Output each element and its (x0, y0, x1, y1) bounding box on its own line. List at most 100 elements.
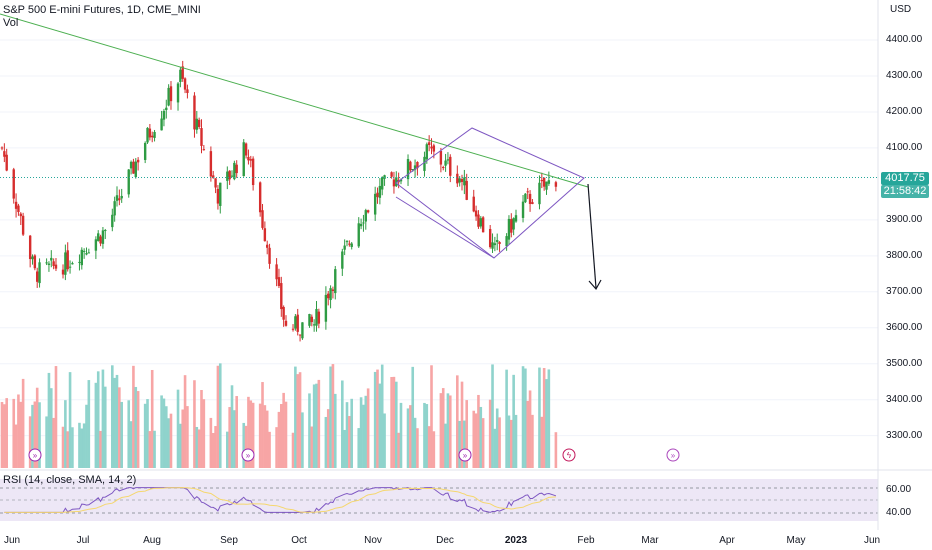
volume-bar (317, 379, 321, 468)
volume-bar (96, 371, 100, 468)
volume-bar (202, 399, 206, 468)
candle-body (317, 311, 321, 324)
svg-text:»: » (33, 451, 38, 460)
price-tick: 4100.00 (886, 141, 923, 153)
candle-body (350, 243, 353, 247)
volume-bar (209, 417, 213, 468)
volume-label: Vol (3, 17, 19, 29)
svg-text:»: » (246, 451, 251, 460)
volume-bar (413, 417, 417, 468)
volume-bar (115, 374, 119, 468)
candle-body (153, 131, 156, 138)
volume-bar (425, 404, 429, 468)
earnings-icon[interactable]: ϟ (562, 448, 576, 465)
candle-body (315, 308, 318, 326)
candle-body (364, 210, 367, 222)
volume-bar (167, 418, 170, 468)
candle-body (200, 128, 203, 146)
candle-body (36, 271, 39, 282)
volume-bar (296, 374, 300, 468)
svg-text:»: » (671, 451, 676, 460)
volume-bar (68, 372, 72, 468)
candle-body (97, 233, 100, 241)
dividends-icon[interactable]: » (28, 448, 42, 465)
volume-bar (195, 426, 199, 468)
volume-bar (479, 406, 483, 468)
candle-body (413, 165, 417, 170)
volume-bar (228, 407, 231, 468)
time-label: Dec (436, 535, 454, 546)
volume-bar (52, 417, 55, 468)
volume-bar (218, 363, 222, 468)
volume-bar (526, 400, 530, 468)
volume-bar (540, 416, 544, 468)
volume-bar (181, 409, 185, 468)
candle-body (94, 239, 98, 251)
volume-bar (87, 380, 91, 468)
future-event-icon[interactable]: » (666, 448, 680, 465)
volume-bar (507, 415, 511, 468)
candle-body (324, 294, 328, 322)
volume-bar (136, 391, 140, 468)
candle-body (310, 316, 314, 323)
volume-bar (329, 366, 332, 468)
candle-body (193, 95, 196, 130)
volume-bar (132, 365, 135, 468)
candle-body (21, 215, 25, 235)
candle-body (472, 196, 475, 212)
candle-body (242, 142, 245, 177)
svg-text:»: » (463, 451, 468, 460)
volume-bar (357, 428, 361, 468)
volume-bar (444, 423, 447, 468)
volume-bar (409, 405, 412, 468)
candle-body (266, 244, 269, 248)
candle-body (474, 210, 478, 217)
last-price-tag: 4017.75 (881, 172, 929, 185)
rsi-label[interactable]: RSI (14, close, SMA, 14, 2) (3, 474, 137, 486)
volume-bar (448, 395, 452, 468)
time-label: Apr (719, 535, 735, 546)
candle-body (151, 135, 154, 138)
volume-bar (472, 410, 476, 468)
candle-body (395, 177, 398, 187)
candle-body (235, 164, 238, 174)
volume-bar (498, 417, 501, 468)
candle-body (294, 316, 297, 329)
volume-bar (465, 400, 469, 468)
volume-bar (113, 377, 116, 468)
volume-bar (3, 404, 6, 468)
volume-bar (545, 379, 548, 468)
candle-body (162, 110, 166, 120)
candle-body (409, 161, 412, 171)
candle-body (146, 127, 149, 143)
volume-bar (176, 389, 180, 468)
currency-label: USD (890, 4, 912, 15)
symbol-title[interactable]: S&P 500 E-mini Futures, 1D, CME_MINI (3, 4, 201, 16)
candle-body (430, 146, 433, 149)
price-tick: 4400.00 (886, 34, 923, 45)
volume-bar (120, 401, 123, 468)
candle-body (416, 161, 419, 169)
candle-body (212, 175, 215, 178)
candle-body (449, 156, 452, 176)
volume-bar (456, 375, 459, 468)
volume-bar (179, 423, 182, 468)
dividends-icon[interactable]: » (241, 448, 255, 465)
candle-body (524, 193, 527, 203)
candle-body (327, 293, 330, 299)
candle-body (45, 262, 48, 264)
volume-bar (491, 364, 494, 468)
volume-bar (326, 409, 330, 468)
candle-body (165, 107, 168, 111)
candle-body (496, 240, 499, 242)
volume-bar (85, 404, 88, 468)
candle-body (17, 205, 20, 213)
volume-bar (277, 411, 281, 468)
volume-bar (366, 388, 370, 468)
candle-body (282, 306, 285, 320)
volume-bar (148, 431, 152, 468)
volume-bar (394, 381, 398, 468)
dividends-icon[interactable]: » (458, 448, 472, 465)
volume-bar (282, 392, 285, 468)
